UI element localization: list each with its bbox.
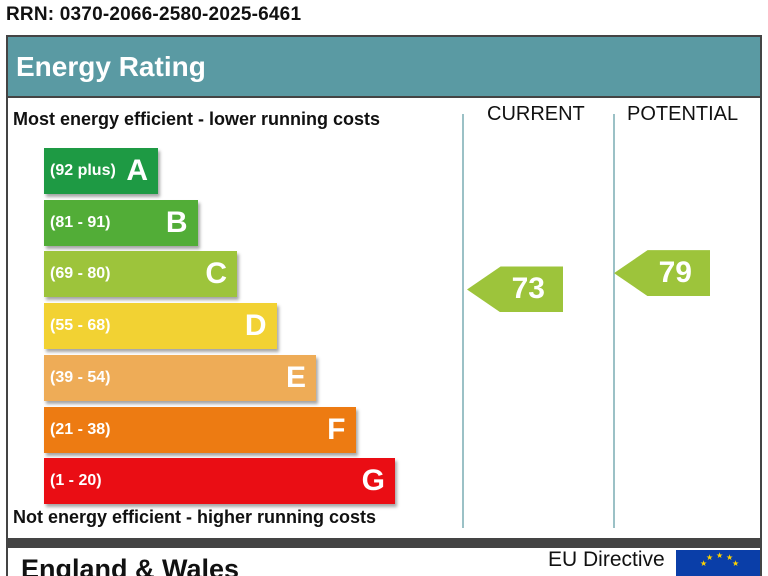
rating-band-a: (92 plus) A <box>44 148 158 194</box>
band-range-label: (81 - 91) <box>50 213 111 231</box>
rating-band-b: (81 - 91) B <box>44 199 198 246</box>
current-rating-arrow: 73 <box>467 266 563 313</box>
rating-band-f: (21 - 38) F <box>44 406 356 453</box>
band-letter: B <box>165 205 188 239</box>
footer-directive: EU Directive <box>548 548 665 571</box>
rating-band-g: (1 - 20) G <box>44 458 395 505</box>
band-letter: E <box>285 360 306 394</box>
band-letter: D <box>244 309 267 343</box>
band-letter: C <box>205 257 227 291</box>
note-most-efficient: Most energy efficient - lower running co… <box>13 109 381 129</box>
potential-rating-arrow: 79 <box>614 250 710 297</box>
footer-region: England & Wales <box>21 554 240 576</box>
band-letter: A <box>126 154 148 187</box>
footer: England & Wales EU Directive ★ ★ ★ ★ ★ <box>8 548 760 576</box>
band-range-label: (1 - 20) <box>50 472 102 490</box>
band-range-label: (92 plus) <box>50 162 116 179</box>
potential-column-divider <box>613 114 615 528</box>
potential-column-header: POTENTIAL <box>627 103 739 125</box>
band-range-label: (55 - 68) <box>50 317 111 335</box>
band-range-label: (69 - 80) <box>50 265 111 283</box>
band-letter: G <box>361 464 385 498</box>
eu-flag-icon: ★ ★ ★ ★ ★ <box>676 550 760 576</box>
rating-panel: Most energy efficient - lower running co… <box>8 98 760 538</box>
energy-rating-title: Energy Rating <box>8 37 760 96</box>
band-range-label: (39 - 54) <box>50 368 111 386</box>
band-letter: F <box>327 412 346 446</box>
rrn-label: RRN: 0370-2066-2580-2025-6461 <box>6 4 302 25</box>
note-least-efficient: Not energy efficient - higher running co… <box>13 507 377 527</box>
rating-band-c: (69 - 80) C <box>44 251 237 298</box>
band-range-label: (21 - 38) <box>50 420 111 438</box>
rating-band-e: (39 - 54) E <box>44 354 316 401</box>
current-column-divider <box>462 114 464 528</box>
rating-band-d: (55 - 68) D <box>44 303 277 350</box>
current-column-header: CURRENT <box>487 103 585 125</box>
